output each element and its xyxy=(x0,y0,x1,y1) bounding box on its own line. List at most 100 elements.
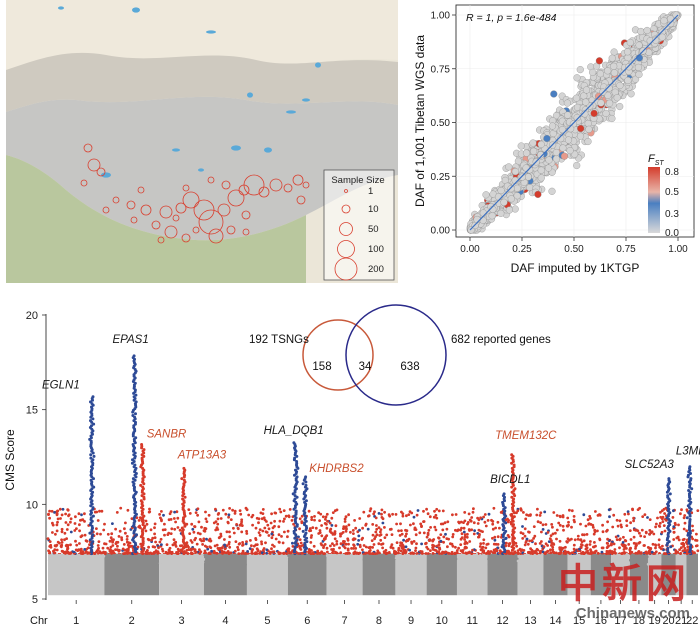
snp-point xyxy=(175,510,179,514)
snp-point xyxy=(161,549,165,553)
snp-point xyxy=(201,561,205,564)
snp-point xyxy=(658,553,662,557)
peak-point xyxy=(139,499,143,503)
snp-point xyxy=(638,531,641,535)
sample-circle xyxy=(296,195,306,205)
sample-size-legend xyxy=(323,169,395,281)
snp-point xyxy=(172,517,176,520)
scatter-point xyxy=(635,41,643,49)
peak-point xyxy=(135,533,138,537)
snp-point xyxy=(374,516,378,520)
scatter-point xyxy=(550,90,558,98)
snp-point xyxy=(380,512,383,516)
venn-right-count: 638 xyxy=(400,361,419,373)
snp-point xyxy=(576,537,580,541)
snp-point xyxy=(320,524,323,527)
snp-point xyxy=(193,525,197,529)
snp-point xyxy=(539,511,543,515)
y-tick-label: 0.00 xyxy=(431,226,451,237)
snp-point xyxy=(551,525,554,529)
snp-point xyxy=(524,541,528,544)
daf-scatter-plot: R = 1, p = 1.6e-484 0.00 0.25 0.50 0.75 1.00… xyxy=(408,0,700,282)
snp-point xyxy=(598,537,601,541)
snp-point xyxy=(408,548,411,552)
snp-point xyxy=(190,522,194,526)
snp-point xyxy=(65,528,69,531)
chromosome-label: 22 xyxy=(686,615,698,627)
snp-point xyxy=(100,509,104,513)
snp-point xyxy=(137,519,141,522)
snp-point xyxy=(75,527,78,530)
snp-point xyxy=(563,549,567,553)
scatter-point xyxy=(573,114,581,122)
snp-point xyxy=(308,527,312,530)
snp-point xyxy=(130,517,134,520)
snp-point xyxy=(203,544,207,548)
snp-point xyxy=(245,532,249,535)
snp-point xyxy=(487,512,491,516)
snp-point xyxy=(347,513,350,517)
sample-circle xyxy=(175,202,187,214)
peak-point xyxy=(292,441,296,445)
snp-point xyxy=(451,535,455,539)
snp-point xyxy=(66,523,70,527)
scatter-point xyxy=(626,38,634,47)
snp-point xyxy=(67,514,70,518)
scatter-point xyxy=(616,81,624,90)
snp-point xyxy=(326,519,329,523)
snp-point xyxy=(675,536,679,540)
chromosome-label: 6 xyxy=(304,615,310,627)
snp-point xyxy=(47,513,50,516)
snp-point xyxy=(572,547,576,551)
snp-point xyxy=(629,538,633,541)
snp-point xyxy=(606,520,609,524)
snp-point xyxy=(605,541,609,545)
snp-point xyxy=(437,546,441,550)
snp-point xyxy=(472,507,475,511)
snp-point xyxy=(672,530,676,534)
chromosome-band xyxy=(104,553,160,596)
peak-point xyxy=(91,458,95,462)
snp-point xyxy=(663,512,666,515)
snp-point xyxy=(523,534,527,538)
snp-point xyxy=(169,510,173,513)
scatter-point xyxy=(604,91,612,99)
snp-point xyxy=(191,547,195,551)
snp-point xyxy=(463,538,466,541)
snp-point xyxy=(48,551,52,555)
snp-point xyxy=(189,539,193,542)
snp-point xyxy=(232,531,236,535)
snp-point xyxy=(136,545,140,549)
snp-point xyxy=(171,559,175,563)
snp-point xyxy=(611,525,615,529)
chromosome-band xyxy=(246,553,288,596)
snp-point xyxy=(292,522,295,526)
snp-point xyxy=(322,538,326,541)
peak-point xyxy=(134,393,138,397)
snp-point xyxy=(216,528,220,531)
sample-circle xyxy=(159,205,173,219)
snp-point xyxy=(187,508,191,511)
snp-point xyxy=(559,515,562,519)
snp-point xyxy=(101,546,105,550)
snp-point xyxy=(146,552,149,555)
snp-point xyxy=(459,543,463,546)
snp-point xyxy=(95,527,98,530)
snp-point xyxy=(454,513,458,516)
snp-point xyxy=(404,561,408,564)
snp-point xyxy=(319,561,323,565)
peak-point xyxy=(134,436,138,440)
snp-point xyxy=(600,554,604,558)
snp-point xyxy=(103,542,106,546)
fst-legend-ticks: 0.8 0.5 0.3 0.0 xyxy=(665,167,679,239)
snp-point xyxy=(352,538,355,542)
snp-point xyxy=(444,550,448,554)
snp-point xyxy=(696,549,700,553)
peak-point xyxy=(141,485,145,489)
snp-point xyxy=(205,558,208,562)
peak-point xyxy=(91,540,95,544)
peak-point xyxy=(667,477,671,481)
snp-point xyxy=(340,532,343,536)
snp-point xyxy=(673,521,677,525)
snp-point xyxy=(444,532,447,536)
